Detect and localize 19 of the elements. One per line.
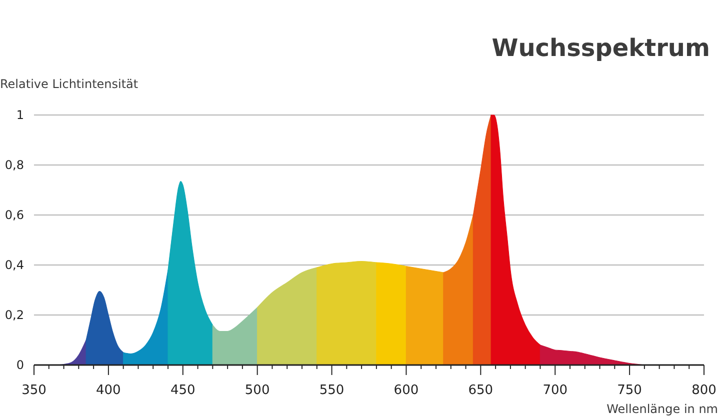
x-axis-title: Wellenlänge in nm	[606, 402, 718, 416]
y-tick-label: 0,8	[4, 158, 24, 172]
x-tick-label: 450	[170, 383, 196, 398]
x-tick-label: 800	[692, 383, 716, 398]
x-tick-label: 700	[542, 383, 568, 398]
x-tick-label: 750	[617, 383, 642, 398]
y-tick-label: 0	[16, 358, 24, 372]
y-tick-label: 0,2	[4, 308, 24, 322]
y-tick-label: 0,4	[4, 258, 24, 272]
x-tick-label: 400	[96, 383, 121, 398]
chart-title: Wuchsspektrum	[492, 34, 710, 62]
x-tick-label: 650	[468, 383, 494, 398]
y-tick-label: 1	[16, 108, 24, 122]
x-tick-label: 550	[319, 383, 344, 398]
x-tick-label: 500	[244, 383, 270, 398]
x-tick-label: 600	[394, 383, 419, 398]
x-tick-label: 350	[22, 383, 46, 398]
y-axis-title: Relative Lichtintensität	[0, 77, 138, 91]
y-tick-label: 0,6	[4, 208, 24, 222]
